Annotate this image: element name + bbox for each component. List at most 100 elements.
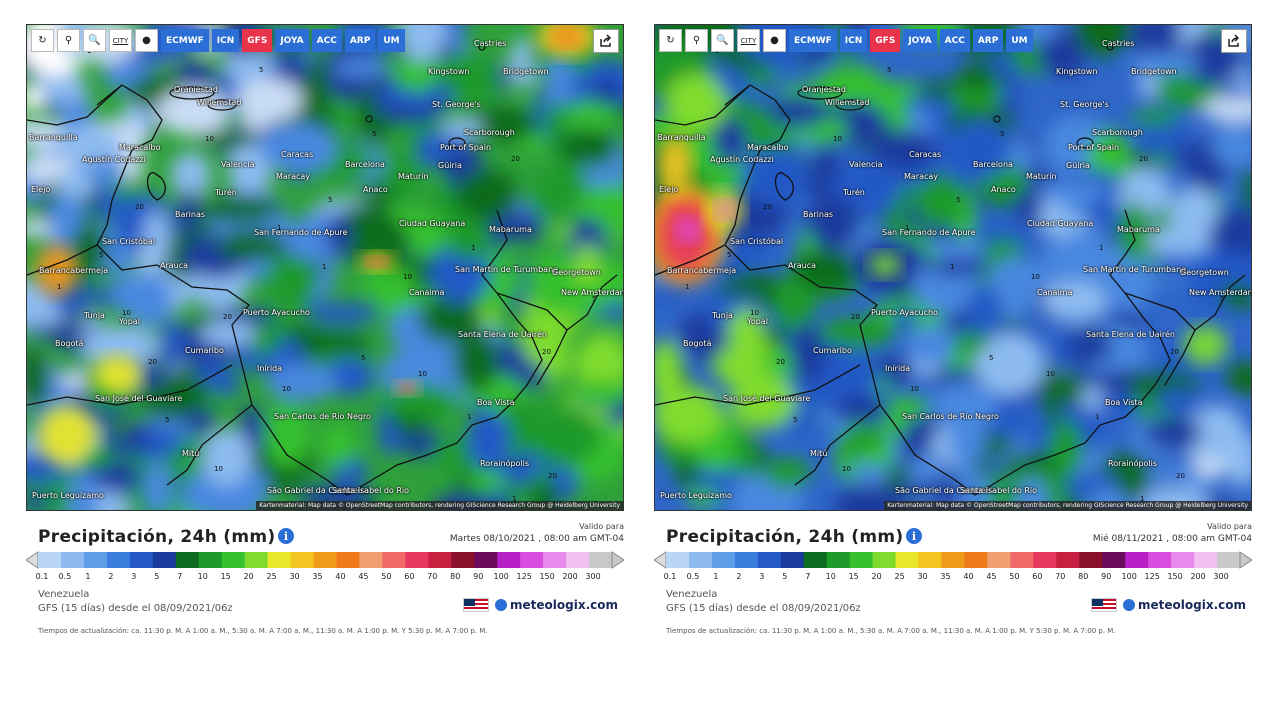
model-icn-button[interactable]: ICN <box>211 29 240 52</box>
city-label: Turén <box>215 188 237 197</box>
precipitation-map[interactable]: ↻ ⚲ 🔍 CITY ● ECMWF ICN GFS JOYA ACC ARP UM Kartenma… <box>654 24 1252 511</box>
brand-logo[interactable]: meteologix.com <box>1123 598 1246 612</box>
scale-swatch <box>711 552 736 568</box>
city-label: Inírida <box>257 364 283 373</box>
precipitation-map[interactable]: ↻ ⚲ 🔍 CITY ● ECMWF ICN GFS JOYA ACC ARP UM Kartenma… <box>26 24 624 511</box>
model-arp-button[interactable]: ARP <box>344 29 376 52</box>
scale-label: 0.5 <box>686 572 700 581</box>
scale-label: 70 <box>1055 572 1066 581</box>
map-toolbar: ↻ ⚲ 🔍 CITY ● ECMWF ICN GFS JOYA ACC ARP UM <box>31 29 405 52</box>
city-label: Georgetown <box>1180 268 1229 277</box>
us-flag-icon[interactable] <box>1091 598 1118 612</box>
update-times: Tiempos de actualización: ca. 11:30 p. M… <box>38 627 488 635</box>
model-joya-button[interactable]: JOYA <box>903 29 937 52</box>
brand-name: meteologix.com <box>510 598 618 612</box>
contour-label: 10 <box>403 273 412 281</box>
city-button[interactable]: CITY <box>737 29 760 52</box>
model-um-button[interactable]: UM <box>1006 29 1033 52</box>
city-label: Maturín <box>1026 172 1057 181</box>
contour-label: 20 <box>1170 348 1179 356</box>
city-label: Caracas <box>281 150 314 159</box>
contour-label: 1 <box>512 495 517 503</box>
color-scale-labels: 0.1 0.5 1 2 3 5 7 10 15 20 25 30 35 40 45 50 60 70 80 90 100… <box>654 572 1252 584</box>
country-border <box>655 244 726 276</box>
map-toolbar: ↻ ⚲ 🔍 CITY ● ECMWF ICN GFS JOYA ACC ARP UM <box>659 29 1033 52</box>
scale-swatch <box>941 552 965 568</box>
scale-label: 3 <box>759 572 765 581</box>
city-label: Scarborough <box>1092 128 1143 137</box>
scale-label: 45 <box>358 572 369 581</box>
info-icon[interactable]: i <box>906 528 922 544</box>
country-border <box>96 84 348 496</box>
info-icon[interactable]: i <box>278 528 294 544</box>
scale-swatch <box>382 552 406 568</box>
model-joya-button[interactable]: JOYA <box>275 29 309 52</box>
city-button[interactable]: CITY <box>109 29 132 52</box>
scale-label: 40 <box>335 572 346 581</box>
dot-button[interactable]: ● <box>763 29 786 52</box>
scale-swatch <box>666 552 690 568</box>
refresh-button[interactable]: ↻ <box>659 29 682 52</box>
contour-label: 5 <box>372 130 377 138</box>
zoom-button[interactable]: 🔍 <box>83 29 106 52</box>
model-arp-button[interactable]: ARP <box>972 29 1004 52</box>
scale-swatch <box>780 552 805 568</box>
valid-label: Valido para <box>1207 522 1252 531</box>
contour-label: 20 <box>135 203 144 211</box>
city-label: Canaima <box>1037 288 1073 297</box>
contour-label: 1 <box>322 263 327 271</box>
scale-swatch <box>313 552 337 568</box>
city-label: Tunja <box>712 311 733 320</box>
scale-label: 10 <box>825 572 836 581</box>
contour-label: 20 <box>548 472 557 480</box>
refresh-button[interactable]: ↻ <box>31 29 54 52</box>
city-label: Elejo <box>31 185 51 194</box>
model-acc-button[interactable]: ACC <box>939 29 970 52</box>
scale-swatch <box>60 552 85 568</box>
dot-button[interactable]: ● <box>135 29 158 52</box>
globe-icon <box>495 599 508 611</box>
city-label: Maracay <box>276 172 311 181</box>
model-ecmwf-button[interactable]: ECMWF <box>161 29 209 52</box>
valid-date: Mié 08/11/2021 , 08:00 am GMT-04 <box>1092 534 1252 544</box>
city-label: Port of Spain <box>440 143 492 152</box>
model-gfs-button[interactable]: GFS <box>870 29 901 52</box>
model-icn-button[interactable]: ICN <box>839 29 868 52</box>
scale-label: 200 <box>562 572 578 581</box>
scale-swatch <box>918 552 943 568</box>
city-label: Puerto Leguízamo <box>660 491 732 500</box>
city-label: Cumaribo <box>813 346 852 355</box>
contour-label: 10 <box>750 309 759 317</box>
contour-label: 1 <box>277 224 282 232</box>
brand[interactable]: meteologix.com <box>1091 598 1246 612</box>
city-label: Barcelona <box>345 160 385 169</box>
legend-title: Precipitación, 24h (mm) <box>38 527 276 547</box>
scale-label: 3 <box>131 572 137 581</box>
map-attribution: Kartenmaterial: Map data © OpenStreetMap… <box>884 501 1251 510</box>
scale-swatch <box>566 552 590 568</box>
share-button[interactable] <box>593 29 619 53</box>
us-flag-icon[interactable] <box>463 598 490 612</box>
city-label: Yopal <box>747 317 768 326</box>
scale-label: 15 <box>848 572 859 581</box>
zoom-button[interactable]: 🔍 <box>711 29 734 52</box>
region-label: Venezuela <box>38 589 90 600</box>
city-label: Cumaribo <box>185 346 224 355</box>
scale-label: 30 <box>917 572 928 581</box>
model-um-button[interactable]: UM <box>378 29 405 52</box>
model-acc-button[interactable]: ACC <box>311 29 342 52</box>
location-button[interactable]: ⚲ <box>57 29 80 52</box>
model-gfs-button[interactable]: GFS <box>242 29 273 52</box>
brand[interactable]: meteologix.com <box>463 598 618 612</box>
scale-arrow-right <box>611 551 624 569</box>
city-label: Santa Isabel do Rio <box>332 486 410 495</box>
scale-label: 25 <box>266 572 277 581</box>
brand-logo[interactable]: meteologix.com <box>495 598 618 612</box>
city-label: Kingstown <box>1056 67 1098 76</box>
contour-label: 20 <box>851 313 860 321</box>
model-ecmwf-button[interactable]: ECMWF <box>789 29 837 52</box>
share-button[interactable] <box>1221 29 1247 53</box>
contour-label: 5 <box>727 251 732 259</box>
location-button[interactable]: ⚲ <box>685 29 708 52</box>
scale-arrow-left <box>26 551 39 569</box>
